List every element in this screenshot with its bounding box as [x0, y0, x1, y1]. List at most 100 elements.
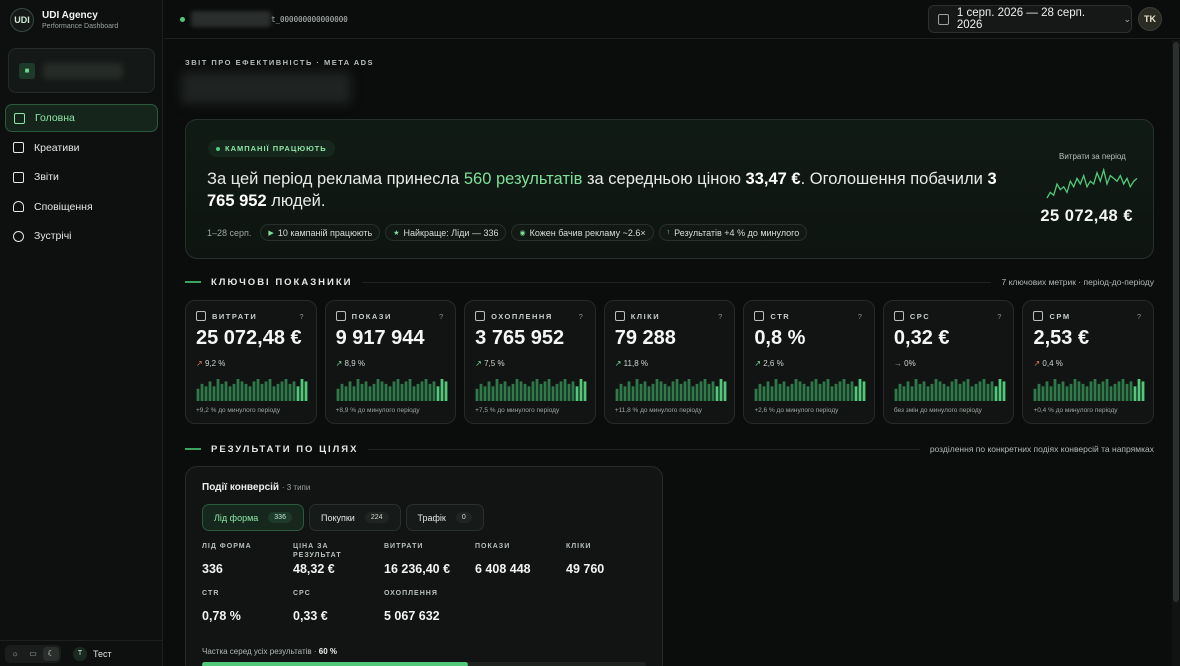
kpi-bar [392, 381, 395, 401]
kpi-bar [1086, 386, 1089, 401]
ad-account-selector[interactable]: t_000000000000000 [180, 11, 348, 27]
sidebar-item-creatives[interactable]: Креативи [5, 134, 158, 162]
sidebar-item-label: Сповіщення [34, 200, 93, 213]
kpi-bar [894, 388, 898, 401]
date-range-picker[interactable]: 1 серп. 2026 — 28 серп. 2026 ⌄ [928, 5, 1132, 33]
card-subtitle: · 3 типи [281, 483, 311, 492]
kpi-bar [675, 379, 679, 401]
sidebar-item-reports[interactable]: Звіти [5, 163, 158, 191]
kpi-bar [842, 379, 846, 401]
kpi-value: 0,32 € [893, 327, 950, 349]
hero-text-part: за середньою ціною [582, 170, 746, 188]
trend-arrow-icon: ↗ [1033, 359, 1041, 368]
kpi-bar [962, 381, 966, 401]
kpi-bar [376, 379, 379, 401]
help-icon[interactable]: ? [857, 312, 862, 321]
kpi-bar [368, 386, 371, 401]
kpi-bar [236, 379, 240, 401]
tab-traffic[interactable]: Трафік 0 [405, 504, 484, 531]
scrollbar[interactable] [1172, 40, 1180, 666]
kpi-bar [1062, 381, 1065, 401]
kpi-bar [691, 386, 695, 401]
kpi-card[interactable]: КЛІКИ? 79 288 ↗ 11,8 % +11,8 % до минулого … [603, 300, 736, 424]
kpi-bar [619, 383, 623, 401]
share-progress-bar [202, 662, 646, 666]
kpi-card[interactable]: CPM? 2,53 € ↗ 0,4 % +0,4 % до минулого пері… [1022, 300, 1155, 424]
workspace-switcher[interactable]: ■ [8, 48, 155, 93]
kpi-card[interactable]: CTR? 0,8 % ↗ 2,6 % +2,6 % до минулого періо… [743, 300, 875, 424]
sidebar-item-notifications[interactable]: Сповіщення [5, 193, 158, 221]
tab-count: 224 [364, 512, 389, 523]
kpi-bar [336, 388, 339, 401]
kpi-bar [224, 381, 228, 401]
spend-sparkline [1046, 168, 1138, 199]
sidebar-item-home[interactable]: Головна [5, 104, 158, 132]
kpi-bar [1122, 379, 1125, 401]
user-menu[interactable]: T Тест [73, 646, 112, 661]
help-icon[interactable]: ? [718, 312, 723, 321]
brand-subtitle: Performance Dashboard [42, 23, 119, 30]
kpi-bar [300, 379, 304, 401]
kpi-bar [340, 383, 343, 401]
kpi-bar [858, 379, 862, 401]
kpi-bar [810, 381, 814, 401]
kpi-bar-sparkline [1034, 379, 1145, 401]
kpi-bar [683, 381, 687, 401]
help-icon[interactable]: ? [1136, 312, 1142, 321]
kpi-bar [1002, 381, 1006, 401]
kpi-bar [627, 381, 631, 401]
kpi-bar [200, 383, 204, 401]
kpi-bar [1042, 386, 1045, 401]
kpi-bar [998, 379, 1002, 401]
kpi-bar [260, 383, 264, 401]
kpi-bar [364, 381, 367, 401]
kpi-section-header: КЛЮЧОВІ ПОКАЗНИКИ 7 ключових метрик · пе… [185, 275, 1154, 289]
kpi-bar [503, 381, 507, 401]
page-title-redacted [181, 72, 351, 104]
kpi-footnote: +8,9 % до минулого періоду [335, 407, 420, 414]
sidebar: UDI UDI Agency Performance Dashboard ■ Г… [0, 0, 163, 666]
calendar-icon [13, 230, 24, 242]
brand[interactable]: UDI UDI Agency Performance Dashboard [10, 8, 118, 32]
tab-lead-form[interactable]: Лід форма 336 [202, 504, 304, 531]
kpi-delta: ↗ 9,2 % [196, 359, 225, 368]
kpi-card[interactable]: ВИТРАТИ? 25 072,48 € ↗ 9,2 % +9,2 % до мину… [185, 300, 317, 424]
kpi-bar [196, 388, 200, 401]
sun-icon[interactable]: ☼ [11, 649, 19, 658]
kpi-bar [615, 388, 619, 401]
metric-label: ЦІНА ЗА РЕЗУЛЬТАТ [293, 543, 342, 559]
kpi-card[interactable]: ПОКАЗИ? 9 917 944 ↗ 8,9 % +8,9 % до минулог… [324, 300, 457, 424]
kpi-grid: ВИТРАТИ? 25 072,48 € ↗ 9,2 % +9,2 % до мину… [185, 300, 1155, 424]
kpi-card[interactable]: CPC? 0,32 € → 0% без змін до минулого періо… [882, 300, 1015, 424]
tab-purchases[interactable]: Покупки 224 [308, 504, 401, 531]
chevron-down-icon: ⌄ [1123, 13, 1131, 24]
kpi-bar [416, 383, 419, 401]
help-icon[interactable]: ? [299, 312, 304, 321]
conversion-events-card: Події конверсій · 3 типи Лід форма 336 По… [185, 466, 663, 666]
kpi-bar [543, 381, 547, 401]
sidebar-item-meetings[interactable]: Зустрічі [5, 222, 158, 250]
kpi-bar [212, 386, 216, 401]
kpi-bar [954, 379, 958, 401]
kpi-bar [551, 386, 555, 401]
user-name: Тест [93, 648, 112, 659]
moon-icon[interactable]: ☾ [43, 646, 59, 661]
kpi-value: 79 288 [614, 327, 676, 349]
section-accent-line [185, 448, 201, 450]
kpi-bar [766, 381, 770, 401]
kpi-bar [802, 383, 806, 401]
kpi-bar [782, 381, 786, 401]
monitor-icon[interactable]: ▭ [29, 649, 37, 658]
kpi-bar [1106, 379, 1109, 401]
metric-lead-form: ЛІД ФОРМА 336 [202, 542, 287, 576]
metric-value: 336 [202, 562, 223, 576]
help-icon[interactable]: ? [997, 312, 1002, 321]
help-icon[interactable]: ? [438, 312, 444, 321]
kpi-bar [703, 379, 707, 401]
help-icon[interactable]: ? [578, 312, 583, 321]
kpi-delta: ↗ 0,4 % [1033, 359, 1062, 368]
avatar[interactable]: TK [1138, 7, 1162, 31]
hero-text-part: За цей період реклама принесла [207, 170, 464, 188]
scrollbar-thumb[interactable] [1173, 42, 1179, 602]
kpi-card[interactable]: ОХОПЛЕННЯ? 3 765 952 ↗ 7,5 % +7,5 % до мину… [464, 300, 596, 424]
